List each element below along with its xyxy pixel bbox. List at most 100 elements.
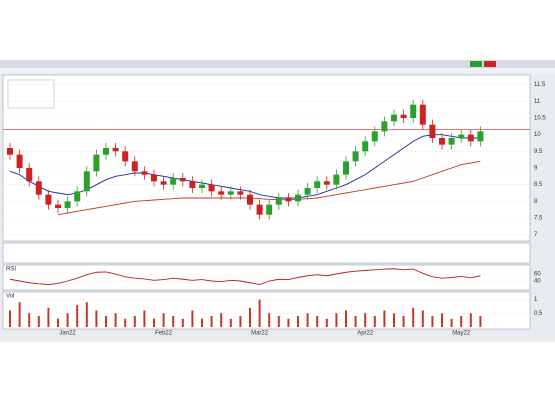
volume-bar (335, 313, 338, 327)
button[interactable] (470, 61, 482, 67)
y-tick-label: 11 (534, 99, 541, 105)
volume-bar (316, 316, 319, 327)
candle-body (343, 161, 349, 175)
candle-body (381, 121, 388, 132)
volume-bar (229, 318, 232, 327)
indicator-line (9, 268, 481, 285)
toolbar (0, 60, 555, 68)
volume-bar (249, 307, 251, 327)
x-tick-label: Feb22 (155, 331, 173, 337)
volume-bar (37, 316, 40, 327)
volume-bar (345, 310, 347, 327)
candle-body (410, 104, 417, 118)
candle-body (419, 104, 426, 125)
volume-bar (460, 316, 463, 327)
volume-bar (95, 310, 98, 327)
volume-bar (306, 313, 309, 327)
candle-body (458, 134, 465, 138)
candle-body (371, 131, 378, 142)
candle-body (323, 181, 330, 185)
candle-body (83, 171, 90, 192)
y-tick-label: 7 (534, 232, 538, 238)
y-tick-label: 10.5 (534, 116, 546, 122)
candle-body (151, 174, 157, 182)
candle-body (45, 194, 52, 205)
volume-bar (47, 307, 50, 327)
volume-bar (383, 310, 386, 327)
volume-bar (201, 318, 203, 327)
x-tick-label: Apr22 (357, 331, 374, 337)
candle-body (141, 171, 148, 175)
candle-body (26, 168, 33, 182)
candle-body (304, 188, 311, 195)
y-tick-label: 7.5 (534, 216, 543, 222)
volume-bar (172, 316, 175, 327)
volume-bar (9, 310, 11, 327)
candle-body (189, 181, 196, 188)
volume-bar (133, 316, 136, 327)
candle-body (64, 201, 71, 208)
volume-bar (143, 310, 146, 327)
candle-body (16, 154, 23, 168)
volume-bar (325, 318, 328, 327)
y-tick-label: 40 (534, 279, 541, 285)
x-tick-label: May22 (452, 331, 471, 337)
volume-bar (76, 305, 79, 327)
candle-body (199, 184, 205, 188)
volume-bar (105, 316, 107, 327)
y-tick-label: 1 (534, 297, 538, 303)
candle-body (131, 161, 138, 172)
volume-bar (421, 310, 424, 327)
volume-bar (220, 313, 223, 327)
volume-bar (441, 313, 443, 327)
candle-body (218, 191, 225, 195)
candle-body (55, 204, 61, 208)
candle-body (333, 174, 340, 185)
volume-bar (181, 318, 184, 327)
moving-average (57, 160, 481, 216)
y-tick-label: 9.5 (534, 149, 543, 155)
volume-bar (364, 313, 367, 327)
volume-bar (479, 316, 482, 327)
candle-body (314, 181, 321, 188)
y-tick-label: 8.5 (534, 182, 543, 188)
price-panel (2, 74, 531, 242)
candle-body (7, 148, 13, 155)
y-tick-label: 10 (534, 132, 541, 138)
toolbar (0, 68, 555, 74)
rsi-panel (2, 264, 531, 291)
volume-bar (450, 318, 453, 327)
candle-body (93, 154, 100, 172)
panel-title: Vol (6, 294, 14, 300)
y-tick-label: 60 (534, 272, 541, 278)
candle-body (266, 204, 273, 215)
candle-body (227, 191, 234, 195)
candle-body (256, 204, 263, 215)
x-tick-label: Mar22 (251, 331, 269, 337)
volume-bar (258, 299, 261, 327)
candle-body (112, 148, 119, 152)
candle-body (247, 194, 253, 205)
candle-body (74, 191, 81, 202)
volume-bar (210, 316, 213, 327)
info-box (7, 79, 55, 109)
candle-body (448, 138, 455, 145)
button[interactable] (484, 61, 496, 67)
volume-bar (402, 316, 405, 327)
volume-bar (431, 316, 434, 327)
volume-bar (354, 316, 357, 327)
volume-bar (18, 302, 21, 327)
candle-body (467, 134, 474, 142)
candle-body (285, 198, 292, 202)
y-tick-label: 9 (534, 166, 538, 172)
x-tick-label: Jan22 (59, 331, 76, 337)
volume-bar (239, 316, 242, 327)
volume-bar (57, 318, 59, 327)
candle-body (295, 194, 301, 202)
volume-bar (114, 313, 117, 327)
y-tick-label: 0.5 (534, 311, 543, 317)
candle-body (275, 198, 282, 205)
volume-bar (297, 316, 299, 327)
y-tick-label: 8 (534, 199, 538, 205)
